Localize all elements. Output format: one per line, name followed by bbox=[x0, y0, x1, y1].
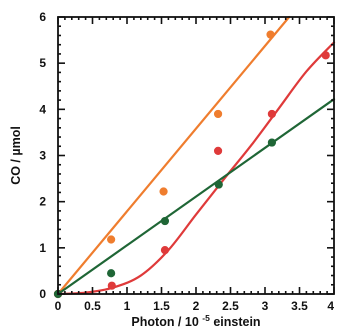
data-point-series-1-4 bbox=[213, 109, 223, 119]
data-point-layer bbox=[53, 30, 330, 299]
x-tick-label-5: 2 bbox=[193, 299, 200, 313]
data-point-series-3-4 bbox=[214, 180, 223, 189]
x-tick-label-2: 0.5 bbox=[84, 299, 101, 313]
data-point-series-2-6 bbox=[321, 51, 330, 60]
data-point-series-3-3 bbox=[160, 216, 170, 226]
fit-line-series-1 bbox=[56, 15, 291, 296]
x-tick-label-6: 2.5 bbox=[222, 299, 239, 313]
y-tick-label-2: 1 bbox=[39, 241, 46, 255]
y-axis-title: CO / µmol bbox=[9, 126, 23, 185]
x-tick-label-7: 3 bbox=[262, 299, 269, 313]
axis-tick-layer: 0 0.5 1 1.5 2 2.5 3 3.5 4 0 1 2 3 4 5 6 bbox=[39, 10, 335, 313]
x-tick-label-4: 1.5 bbox=[153, 299, 170, 313]
x-axis-title-superscript: -5 bbox=[202, 313, 210, 323]
data-point-series-1-5 bbox=[266, 30, 275, 39]
fit-line-layer bbox=[56, 15, 336, 296]
fit-line-series-2 bbox=[56, 41, 336, 296]
y-tick-label-7: 6 bbox=[39, 10, 46, 24]
x-tick-label-1: 0 bbox=[55, 299, 62, 313]
data-point-series-3-5 bbox=[267, 138, 277, 147]
data-point-series-1-3 bbox=[159, 187, 168, 196]
data-point-series-2-5 bbox=[267, 109, 277, 119]
y-tick-label-5: 4 bbox=[39, 102, 46, 116]
y-tick-label-3: 2 bbox=[39, 195, 46, 209]
x-tick-label-8: 3.5 bbox=[291, 299, 308, 313]
x-axis-title: Photon / 10 -5 einstein bbox=[131, 313, 260, 329]
x-tick-label-9: 4 bbox=[327, 299, 334, 313]
data-point-series-2-3 bbox=[160, 246, 170, 255]
y-tick-label-1: 0 bbox=[39, 287, 46, 301]
x-axis-title-prefix: Photon / 10 bbox=[131, 315, 198, 329]
data-point-series-2-2 bbox=[107, 281, 116, 290]
x-tick-label-3: 1 bbox=[124, 299, 131, 313]
x-axis-title-suffix: einstein bbox=[213, 315, 260, 329]
plot-frame bbox=[57, 16, 335, 295]
data-point-series-2-4 bbox=[213, 146, 223, 155]
data-point-series-1-2 bbox=[107, 235, 116, 244]
data-point-series-3-2 bbox=[107, 269, 116, 278]
y-tick-label-6: 5 bbox=[39, 56, 46, 70]
y-tick-label-4: 3 bbox=[39, 149, 46, 163]
fit-line-series-3 bbox=[56, 98, 336, 296]
